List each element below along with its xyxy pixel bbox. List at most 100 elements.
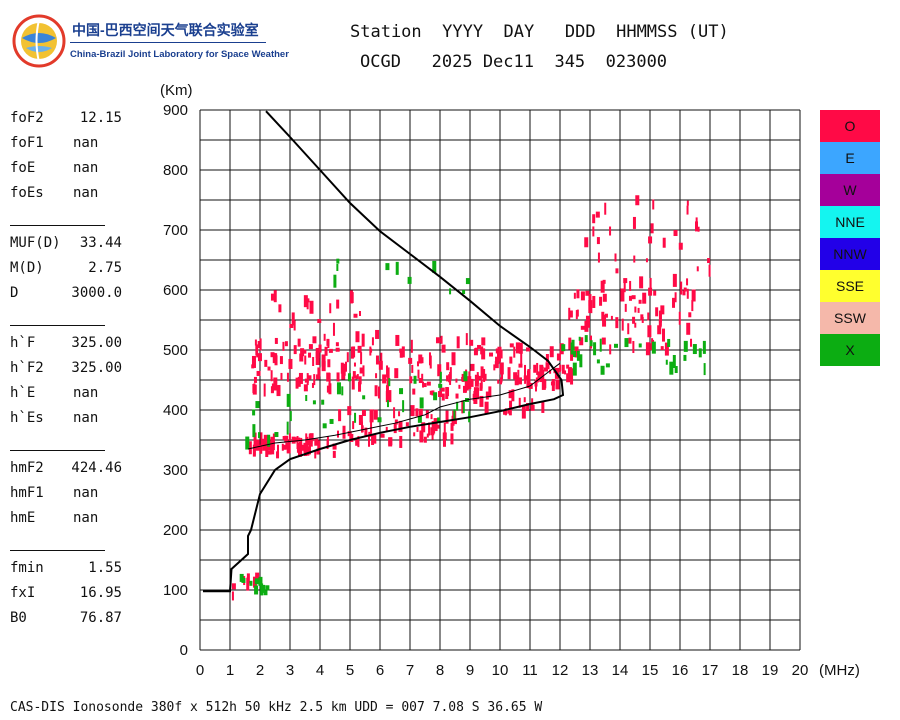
echo-point-x <box>462 290 466 295</box>
echo-point-o <box>335 342 339 347</box>
echo-point-o <box>445 387 449 400</box>
echo-point-o <box>371 337 374 346</box>
legend-item-sse: SSE <box>820 270 880 302</box>
echo-point-o <box>483 368 486 382</box>
echo-point-o <box>672 297 676 308</box>
header-columns: Station YYYY DAY DDD HHMMSS (UT) <box>350 22 729 42</box>
echo-point-o <box>673 230 678 237</box>
echo-point-o <box>300 444 305 451</box>
echo-point-o <box>270 441 275 451</box>
echo-point-o <box>380 352 383 363</box>
echo-point-o <box>509 343 514 348</box>
echo-point-o <box>614 253 617 262</box>
echo-point-o <box>448 374 452 383</box>
echo-point-o <box>361 410 366 417</box>
echo-point-o <box>672 273 677 287</box>
echo-point-o <box>585 290 590 296</box>
echo-point-o <box>648 287 653 296</box>
echo-point-o <box>446 362 450 371</box>
echo-point-o <box>690 338 693 347</box>
echo-point-o <box>442 432 447 440</box>
echo-point-o <box>361 333 365 347</box>
echo-point-o <box>609 226 612 236</box>
param-label: M(D) <box>10 260 44 276</box>
echo-point-o <box>300 348 305 357</box>
echo-point-o <box>632 316 636 324</box>
echo-point-o <box>375 373 378 379</box>
echo-point-o <box>412 388 416 395</box>
echo-point-x <box>419 397 424 409</box>
param-value: nan <box>73 410 99 426</box>
echo-point-o <box>430 414 433 420</box>
echo-point-o <box>579 337 584 346</box>
echo-point-x <box>305 395 308 402</box>
echo-point-o <box>309 433 314 442</box>
echo-point-x <box>433 392 438 401</box>
echo-point-o <box>254 339 257 346</box>
echo-point-o <box>568 307 571 320</box>
echo-point-o <box>326 372 331 382</box>
echo-point-o <box>426 381 431 386</box>
echo-point-o <box>303 384 308 392</box>
echo-points <box>231 195 711 601</box>
echo-point-o <box>305 433 308 445</box>
echo-point-o <box>295 377 299 389</box>
echo-point-o <box>509 400 513 409</box>
echo-point-o <box>544 367 549 372</box>
echo-point-o <box>513 372 518 380</box>
y-tick-label: 0 <box>180 642 188 659</box>
echo-point-o <box>361 425 364 433</box>
echo-point-x <box>249 580 253 586</box>
echo-point-x <box>265 585 270 591</box>
echo-point-o <box>536 362 539 375</box>
echo-point-o <box>517 369 520 380</box>
virtual-height-trace <box>203 110 565 593</box>
echo-point-o <box>288 433 291 443</box>
echo-point-o <box>489 352 494 357</box>
param-label: h`F2 <box>10 360 44 376</box>
echo-point-o <box>349 290 353 304</box>
echo-point-o <box>470 378 474 387</box>
param-value: 325.00 <box>71 360 122 376</box>
echo-point-x <box>312 400 316 405</box>
y-tick-label: 800 <box>163 162 188 179</box>
echo-point-x <box>570 342 574 355</box>
echo-point-o <box>637 307 640 313</box>
echo-point-o <box>526 403 530 412</box>
echo-point-o <box>518 363 523 368</box>
echo-point-o <box>525 347 530 352</box>
echo-point-o <box>302 349 307 354</box>
echo-point-o <box>374 385 378 397</box>
echo-point-o <box>272 433 275 446</box>
param-label: B0 <box>10 610 27 626</box>
x-tick-label: 4 <box>316 662 324 679</box>
echo-point-o <box>642 292 647 304</box>
echo-point-o <box>628 295 632 301</box>
echo-point-x <box>407 276 412 284</box>
param-label: fmin <box>10 560 44 576</box>
echo-point-o <box>615 317 619 329</box>
echo-point-x <box>362 395 366 400</box>
echo-point-o <box>284 341 288 347</box>
echo-point-o <box>377 386 380 399</box>
echo-point-o <box>280 372 283 380</box>
echo-point-o <box>328 348 333 353</box>
param-value: 1.55 <box>88 560 122 576</box>
echo-point-o <box>327 359 331 368</box>
echo-point-o <box>326 338 330 346</box>
y-tick-label: 300 <box>163 462 188 479</box>
echo-point-o <box>253 376 257 383</box>
echo-point-o <box>462 385 466 393</box>
echo-point-o <box>264 359 268 367</box>
echo-point-o <box>255 439 260 451</box>
echo-point-o <box>559 364 562 371</box>
echo-point-o <box>655 307 659 317</box>
echo-point-o <box>485 391 489 400</box>
echo-point-x <box>241 577 246 583</box>
echo-point-o <box>284 435 289 443</box>
echo-point-o <box>437 424 440 429</box>
echo-point-o <box>678 311 681 325</box>
x-tick-label: 1 <box>226 662 234 679</box>
echo-point-o <box>555 379 560 390</box>
echo-point-o <box>551 379 555 392</box>
